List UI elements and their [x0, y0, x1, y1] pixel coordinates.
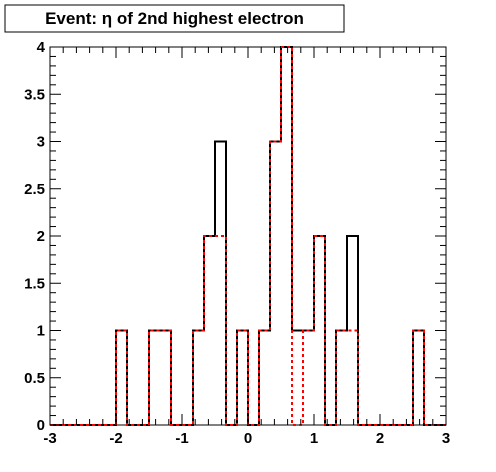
x-tick-label: -2 — [109, 430, 122, 447]
x-tick-label: 1 — [310, 430, 318, 447]
y-tick-label: 1.5 — [24, 275, 45, 292]
y-tick-label: 3 — [37, 134, 45, 151]
x-tick-label: 2 — [376, 430, 384, 447]
axis-tick-labels: -3 -2 -1 0 1 2 3 0 0.5 1 1.5 2 2.5 3 3.5 4 — [24, 39, 450, 447]
axis-ticks — [49, 46, 447, 426]
title-box — [4, 4, 345, 33]
x-tick-label: 3 — [442, 430, 450, 447]
x-tick-label: -3 — [43, 430, 56, 447]
y-tick-label: 3.5 — [24, 86, 45, 103]
x-tick-label: -1 — [175, 430, 188, 447]
y-tick-label: 2.5 — [24, 181, 45, 198]
chart-title: Event: η of 2nd highest electron — [45, 9, 304, 28]
series-layer — [50, 46, 446, 426]
y-tick-label: 4 — [37, 39, 46, 56]
x-tick-label: 0 — [244, 430, 252, 447]
series-dashed-line — [50, 46, 446, 426]
y-tick-label: 2 — [37, 228, 45, 245]
y-tick-label: 1 — [37, 323, 45, 340]
y-tick-label: 0.5 — [24, 370, 45, 387]
y-tick-label: 0 — [37, 417, 45, 434]
